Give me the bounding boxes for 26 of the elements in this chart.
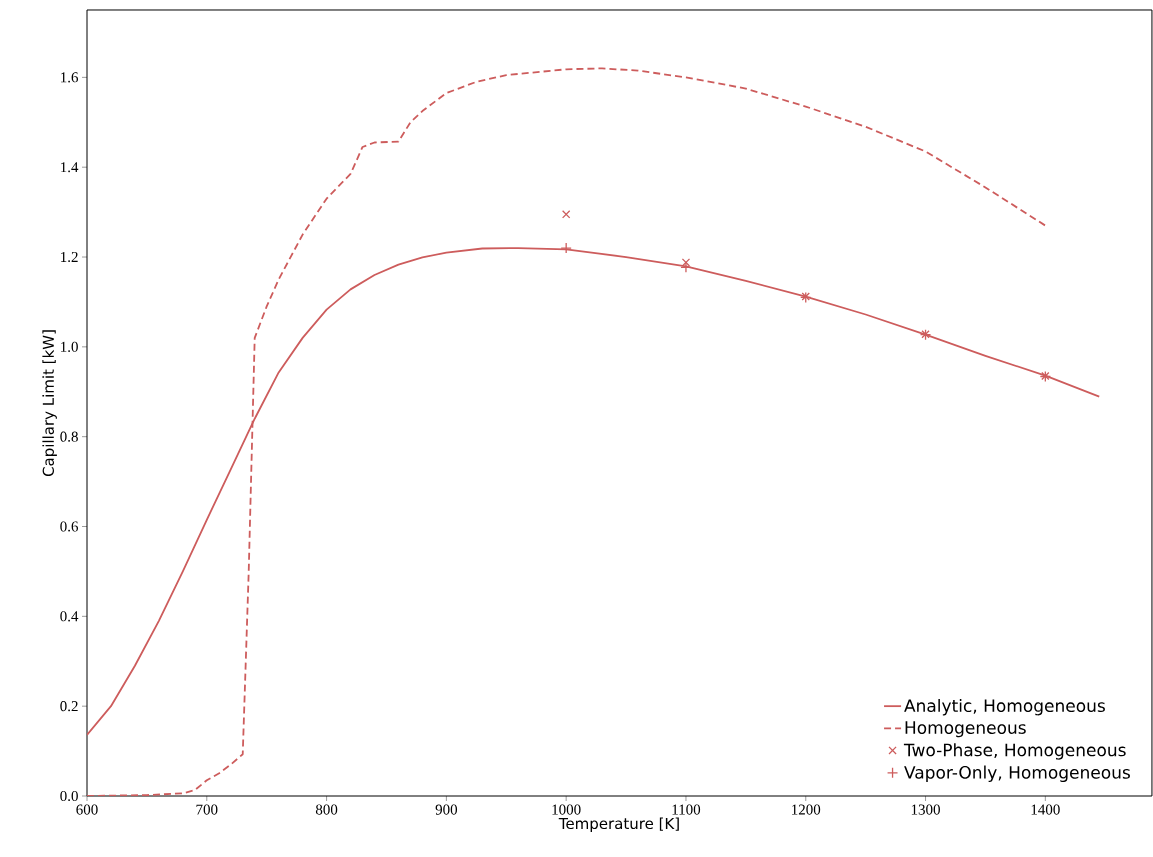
- legend-label: Two-Phase, Homogeneous: [903, 743, 1126, 760]
- x-tick-label: 900: [435, 804, 458, 815]
- y-tick-label: 0.0: [60, 790, 78, 802]
- y-tick-label: 1.2: [61, 251, 78, 263]
- y-tick-label: 1.6: [61, 72, 79, 83]
- x-axis-title: Temperature [K]: [558, 817, 679, 832]
- x-tick-label: 700: [196, 804, 218, 815]
- x-tick-label: 600: [76, 804, 98, 815]
- legend-label: Analytic, Homogeneous: [904, 698, 1105, 716]
- point: [560, 242, 572, 254]
- x-tick-label: 1400: [1031, 804, 1060, 815]
- y-tick-label: 0.4: [60, 611, 79, 622]
- y-tick-label: 0.8: [60, 431, 78, 442]
- x-tick-label: 1100: [672, 804, 701, 815]
- x-tick-label: 1000: [552, 804, 581, 815]
- x-tick-label: 1200: [792, 804, 821, 815]
- legend-label: Vapor-Only, Homogeneous: [904, 765, 1130, 783]
- y-tick-label: 1.4: [61, 162, 79, 173]
- x-tick-label: 800: [315, 804, 338, 815]
- x-tick-label: 1300: [911, 804, 940, 815]
- y-tick-label: 1.0: [61, 341, 78, 352]
- y-axis-title: Capillary Limit [kW]: [42, 330, 57, 477]
- y-tick-label: 0.2: [60, 701, 78, 712]
- y-tick-label: 0.6: [60, 521, 79, 532]
- legend-label: Homogeneous: [905, 721, 1026, 738]
- point: [561, 210, 571, 219]
